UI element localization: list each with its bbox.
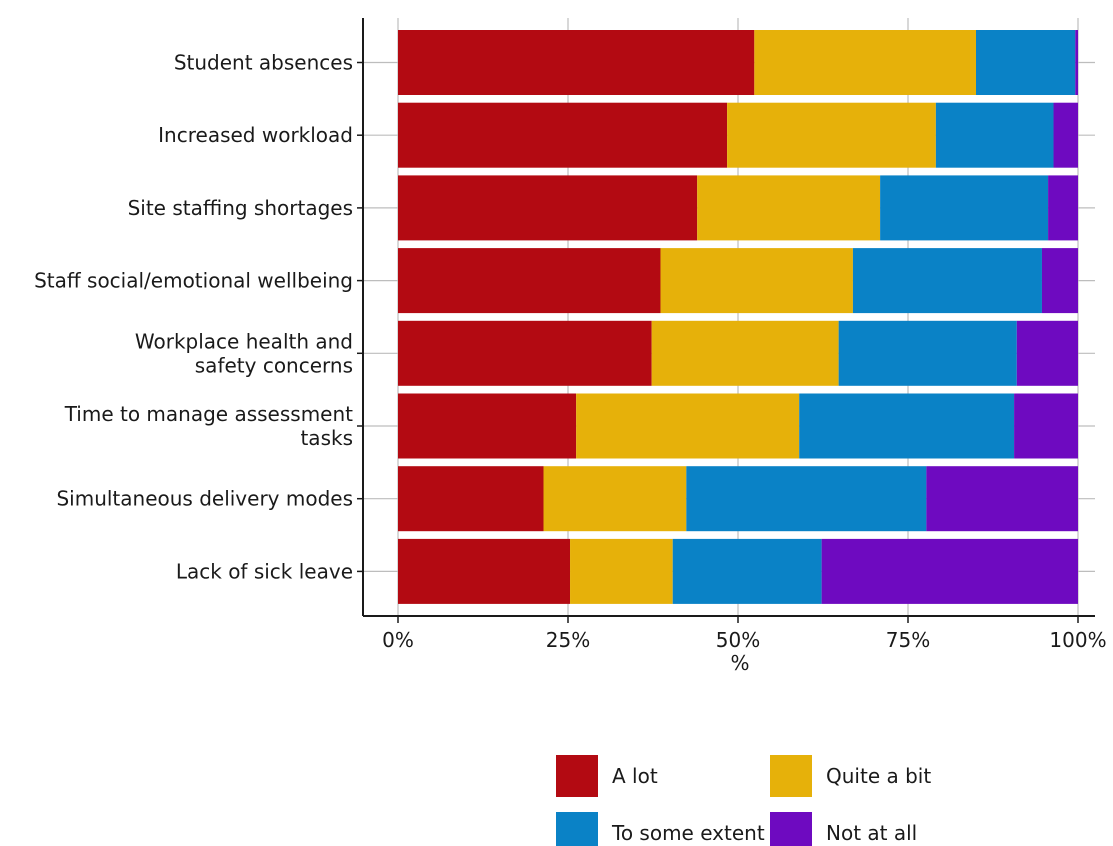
bar-segment — [398, 320, 652, 386]
bar-segment — [398, 466, 544, 532]
legend-item: Not at all — [770, 812, 917, 846]
bar-segment — [852, 248, 1042, 314]
x-tick-labels: 0% 25% 50% 75% 100% — [382, 628, 1106, 652]
bar-segment — [398, 393, 577, 459]
bar-segment — [821, 538, 1078, 604]
bar-segment — [926, 466, 1078, 532]
bar-segment — [651, 320, 839, 386]
bar-segment — [935, 102, 1054, 168]
category-label-line: safety concerns — [195, 353, 353, 377]
bar-segment — [976, 30, 1076, 95]
category-label: Lack of sick leave — [176, 559, 353, 583]
x-tick-label: 0% — [382, 628, 414, 652]
x-tick-label: 100% — [1049, 628, 1106, 652]
legend-label: Not at all — [826, 821, 917, 845]
legend-label: Quite a bit — [826, 764, 931, 788]
bar-segment — [1048, 175, 1078, 241]
x-tick-label: 50% — [716, 628, 760, 652]
legend-swatch — [556, 755, 598, 797]
bar-segment — [697, 175, 881, 241]
bar-segment — [398, 538, 571, 604]
category-label-line: Lack of sick leave — [176, 559, 353, 583]
category-label: Time to manage assessment tasks — [64, 402, 353, 450]
bar-segment — [570, 538, 673, 604]
category-label: Staff social/emotional wellbeing — [34, 269, 353, 293]
bar-segment — [672, 538, 822, 604]
legend-item: A lot — [556, 755, 658, 797]
bar-segment — [398, 102, 728, 168]
bar-segment — [727, 102, 936, 168]
category-label-line: Increased workload — [158, 123, 353, 147]
bar-segment — [838, 320, 1017, 386]
category-label: Increased workload — [158, 123, 353, 147]
bar-segment — [1016, 320, 1078, 386]
x-tick-label: 75% — [886, 628, 930, 652]
bar-segment — [1053, 102, 1078, 168]
bar-segment — [398, 175, 698, 241]
axes — [357, 18, 1095, 623]
category-label: Site staffing shortages — [128, 196, 353, 220]
x-tick-label: 25% — [546, 628, 590, 652]
bar-segment — [799, 393, 1015, 459]
bar-segment — [754, 30, 976, 95]
legend-item: Quite a bit — [770, 755, 931, 797]
category-label-line: Simultaneous delivery modes — [56, 487, 353, 511]
legend-item: To some extent — [556, 812, 765, 846]
category-label: Workplace health and safety concerns — [135, 329, 353, 377]
legend-label: A lot — [612, 764, 658, 788]
bar-segment — [1075, 30, 1078, 95]
bar-segment — [660, 248, 853, 314]
category-label: Student absences — [174, 51, 353, 75]
category-labels: Student absences Increased workload Site s… — [34, 51, 353, 584]
bar-segment — [576, 393, 800, 459]
bar-segment — [1014, 393, 1078, 459]
bar-segment — [398, 30, 755, 95]
category-label: Simultaneous delivery modes — [56, 487, 353, 511]
category-label-line: Site staffing shortages — [128, 196, 353, 220]
bar-segment — [686, 466, 927, 532]
x-axis-title: % — [730, 651, 749, 675]
bar-segment — [398, 248, 661, 314]
legend-swatch — [770, 755, 812, 797]
category-label-line: Time to manage assessment — [64, 402, 353, 426]
legend-swatch — [556, 812, 598, 846]
legend-label: To some extent — [611, 821, 765, 845]
legend: A lot Quite a bit To some extent Not at all — [556, 755, 931, 846]
category-label-line: tasks — [300, 426, 353, 450]
bar-segment — [543, 466, 687, 532]
category-label-line: Staff social/emotional wellbeing — [34, 269, 353, 293]
bar-segment — [1041, 248, 1078, 314]
category-label-line: Workplace health and — [135, 329, 353, 353]
bars — [398, 30, 1078, 604]
legend-swatch — [770, 812, 812, 846]
category-label-line: Student absences — [174, 51, 353, 75]
bar-segment — [880, 175, 1049, 241]
